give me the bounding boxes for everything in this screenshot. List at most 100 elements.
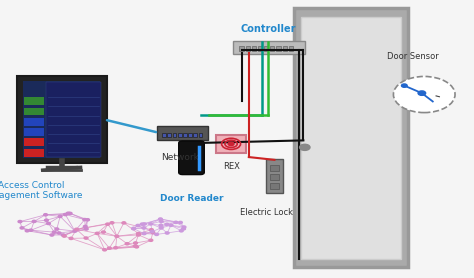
FancyBboxPatch shape — [294, 8, 408, 267]
Circle shape — [133, 245, 137, 247]
FancyBboxPatch shape — [157, 126, 208, 140]
Circle shape — [46, 222, 50, 225]
Circle shape — [25, 230, 29, 232]
FancyBboxPatch shape — [239, 46, 244, 51]
FancyBboxPatch shape — [270, 165, 279, 171]
Circle shape — [142, 227, 146, 229]
Circle shape — [103, 249, 107, 251]
Circle shape — [165, 223, 169, 225]
Circle shape — [115, 235, 118, 237]
FancyBboxPatch shape — [270, 183, 279, 189]
Circle shape — [58, 215, 62, 217]
Circle shape — [83, 219, 87, 221]
Circle shape — [44, 214, 47, 216]
Circle shape — [132, 228, 136, 230]
FancyBboxPatch shape — [46, 82, 101, 157]
Circle shape — [401, 84, 407, 87]
FancyBboxPatch shape — [24, 128, 44, 136]
Circle shape — [83, 225, 87, 228]
Circle shape — [45, 219, 48, 221]
Circle shape — [149, 229, 153, 231]
Circle shape — [158, 218, 162, 220]
Circle shape — [106, 223, 109, 225]
Circle shape — [20, 227, 24, 229]
Text: Network: Network — [161, 153, 199, 162]
Circle shape — [29, 229, 33, 231]
Circle shape — [50, 234, 54, 236]
FancyBboxPatch shape — [24, 149, 44, 157]
Circle shape — [180, 230, 183, 232]
FancyBboxPatch shape — [193, 133, 197, 137]
Circle shape — [132, 227, 136, 230]
Circle shape — [149, 223, 153, 225]
FancyBboxPatch shape — [17, 76, 107, 163]
Circle shape — [182, 226, 186, 228]
Text: Door Reader: Door Reader — [160, 194, 224, 203]
Circle shape — [68, 212, 72, 215]
Circle shape — [135, 246, 138, 248]
FancyBboxPatch shape — [24, 108, 44, 115]
Circle shape — [64, 214, 67, 216]
FancyBboxPatch shape — [258, 46, 262, 51]
Circle shape — [61, 234, 65, 236]
Circle shape — [110, 222, 114, 224]
FancyBboxPatch shape — [252, 46, 256, 51]
FancyBboxPatch shape — [246, 46, 250, 51]
Circle shape — [165, 232, 169, 234]
Circle shape — [74, 228, 78, 230]
Circle shape — [151, 231, 155, 234]
Circle shape — [86, 219, 90, 221]
Text: Controller: Controller — [240, 24, 296, 34]
FancyBboxPatch shape — [264, 46, 268, 51]
Circle shape — [95, 232, 99, 234]
Circle shape — [300, 144, 310, 150]
Circle shape — [101, 231, 105, 233]
Circle shape — [418, 91, 426, 95]
Circle shape — [159, 220, 163, 222]
Circle shape — [108, 247, 111, 249]
Circle shape — [66, 212, 70, 214]
FancyBboxPatch shape — [270, 46, 274, 51]
FancyBboxPatch shape — [167, 133, 171, 137]
Text: Access Control
Management Software: Access Control Management Software — [0, 181, 82, 200]
FancyBboxPatch shape — [188, 133, 192, 137]
Circle shape — [393, 76, 455, 113]
Circle shape — [52, 231, 56, 233]
FancyBboxPatch shape — [173, 133, 176, 137]
Circle shape — [84, 228, 88, 230]
Text: REX: REX — [223, 162, 240, 171]
FancyBboxPatch shape — [23, 81, 100, 158]
Circle shape — [57, 232, 61, 234]
Circle shape — [179, 221, 182, 224]
Circle shape — [136, 224, 140, 227]
Circle shape — [159, 224, 163, 227]
FancyBboxPatch shape — [216, 135, 246, 153]
FancyBboxPatch shape — [301, 17, 401, 259]
Circle shape — [159, 227, 163, 229]
Circle shape — [150, 230, 154, 233]
Circle shape — [114, 247, 118, 249]
Circle shape — [84, 237, 88, 239]
FancyBboxPatch shape — [283, 46, 287, 51]
Circle shape — [142, 232, 146, 235]
FancyBboxPatch shape — [24, 97, 44, 105]
FancyBboxPatch shape — [199, 133, 202, 137]
FancyBboxPatch shape — [178, 133, 182, 137]
Circle shape — [140, 223, 144, 225]
Circle shape — [69, 237, 73, 239]
Circle shape — [174, 221, 178, 224]
Circle shape — [125, 243, 129, 245]
Circle shape — [137, 234, 140, 236]
Text: Electric Lock: Electric Lock — [240, 208, 293, 217]
Circle shape — [63, 235, 66, 237]
FancyBboxPatch shape — [179, 141, 204, 175]
FancyBboxPatch shape — [162, 133, 166, 137]
FancyBboxPatch shape — [24, 118, 44, 126]
FancyBboxPatch shape — [270, 174, 279, 180]
Circle shape — [149, 239, 153, 241]
Circle shape — [32, 220, 36, 222]
Circle shape — [73, 230, 77, 232]
FancyBboxPatch shape — [266, 159, 283, 193]
Circle shape — [134, 242, 137, 244]
FancyBboxPatch shape — [183, 133, 187, 137]
